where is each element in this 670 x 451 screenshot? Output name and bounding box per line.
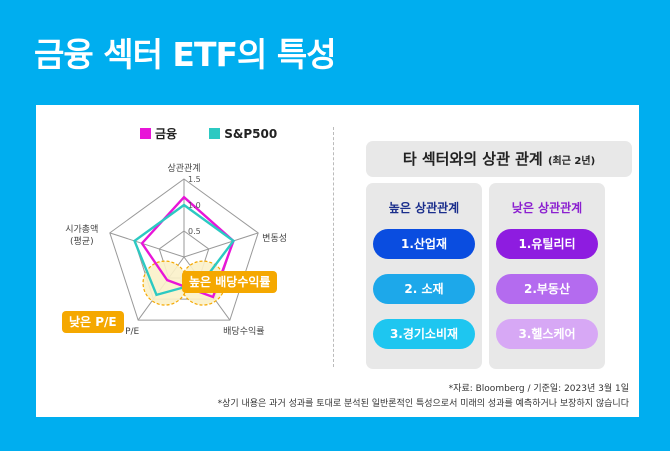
low-correlation-item: 3.헬스케어 [496, 319, 598, 349]
high-correlation-column: 높은 상관관계 1.산업재 2. 소재 3.경기소비재 [366, 183, 482, 369]
radar-axis-line [183, 232, 259, 258]
correlation-title-text: 타 섹터와의 상관 관계 [402, 150, 543, 168]
highlight-circle [142, 260, 188, 306]
legend-label-financials: 금융 [155, 127, 178, 141]
radar-tick-label: 1.5 [188, 175, 201, 184]
correlation-subtitle: (최근 2년) [547, 156, 596, 167]
radar-axis-label: 시가총액 [65, 223, 98, 235]
legend-swatch-financials [140, 128, 151, 139]
radar-grid-ring [109, 178, 259, 321]
low-correlation-header: 낮은 상관관계 [511, 201, 583, 215]
disclaimer-note: *상기 내용은 과거 성과를 토대로 분석된 일반론적인 특성으로서 미래의 성… [217, 399, 629, 409]
radar-series-1 [133, 203, 236, 297]
high-correlation-item: 2. 소재 [373, 274, 475, 304]
chart-legend: 금융 S&P500 [140, 125, 305, 142]
legend-swatch-sp500 [209, 128, 221, 139]
radar-axis-label: P/E [125, 327, 139, 337]
high-correlation-header: 높은 상관관계 [388, 201, 460, 215]
radar-axis-label: 변동성 [262, 233, 287, 244]
high-correlation-item: 1.산업재 [373, 229, 475, 259]
correlation-title: 타 섹터와의 상관 관계 (최근 2년) [366, 141, 632, 177]
radar-axis-label: 배당수익률 [223, 325, 264, 337]
callout-low-pe: 낮은 P/E [62, 311, 124, 333]
legend-item-financials: 금융 [140, 127, 177, 141]
low-correlation-item: 2.부동산 [496, 274, 598, 304]
radar-axis-line [109, 232, 185, 258]
page-title: 금융 섹터 ETF의 특성 [34, 35, 337, 74]
callout-high-dividend: 높은 배당수익률 [182, 271, 278, 293]
low-correlation-column: 낮은 상관관계 1.유틸리티 2.부동산 3.헬스케어 [489, 183, 605, 369]
radar-axis-label: 상관관계 [167, 162, 200, 174]
low-correlation-item: 1.유틸리티 [496, 229, 598, 259]
radar-tick-label: 1.0 [188, 201, 201, 210]
radar-axis-label: (평균) [70, 236, 94, 247]
legend-item-sp500: S&P500 [209, 127, 277, 141]
high-correlation-item: 3.경기소비재 [373, 319, 475, 349]
radar-tick-label: 0.5 [188, 227, 201, 236]
divider [333, 127, 334, 367]
source-note: *자료: Bloomberg / 기준일: 2023년 3월 1일 [448, 384, 629, 394]
legend-label-sp500: S&P500 [224, 127, 278, 141]
